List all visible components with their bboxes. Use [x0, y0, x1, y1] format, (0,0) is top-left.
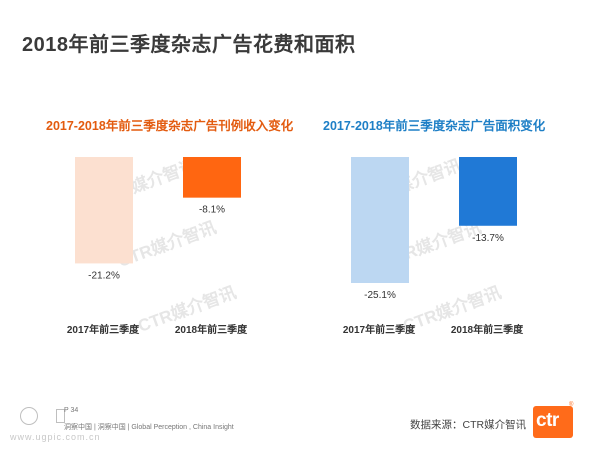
ctr-logo-icon: [533, 406, 573, 438]
category-label: 2018年前三季度: [175, 323, 248, 336]
page-number: P 34: [64, 407, 79, 414]
bar: [183, 157, 241, 198]
certification-logo-icon: [20, 407, 38, 425]
data-label: -8.1%: [199, 205, 225, 216]
data-label: -25.1%: [364, 290, 396, 301]
bar: [75, 157, 133, 264]
footer-site: www.ugpic.com.cn: [10, 432, 101, 442]
category-label: 2017年前三季度: [343, 323, 416, 336]
data-label: -21.2%: [88, 270, 120, 281]
category-label: 2018年前三季度: [451, 323, 524, 336]
small-logo-icon: [56, 409, 65, 423]
bar: [459, 157, 517, 226]
bar: [351, 157, 409, 283]
page-title: 2018年前三季度杂志广告花费和面积: [22, 34, 356, 56]
ctr-logo-text: ctr: [536, 410, 559, 431]
data-label: -13.7%: [472, 233, 504, 244]
chart-title-area: 2017-2018年前三季度杂志广告面积变化: [323, 119, 546, 133]
chart-title-revenue: 2017-2018年前三季度杂志广告刊例收入变化: [46, 119, 294, 133]
registered-mark: ®: [569, 402, 574, 408]
footer-slogan: 洞察中国 | 洞察中国 | Global Perception , China …: [64, 424, 234, 431]
data-source: 数据来源：CTR媒介智讯: [410, 419, 527, 431]
category-label: 2017年前三季度: [67, 323, 140, 336]
